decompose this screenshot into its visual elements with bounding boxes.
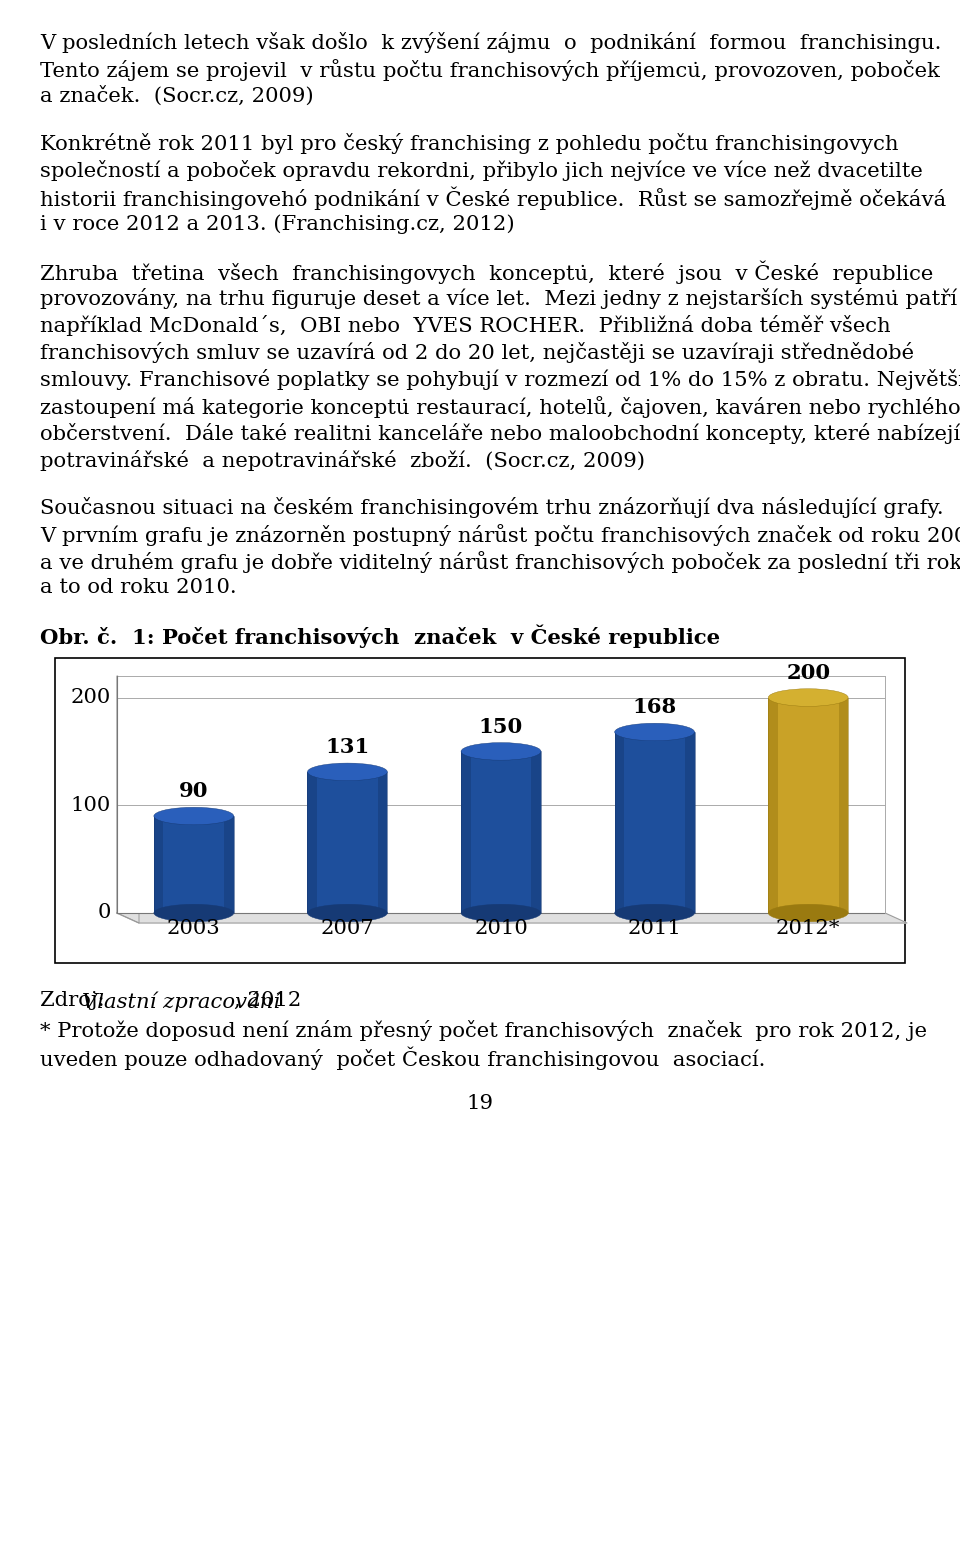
Text: * Protože doposud není znám přesný počet franchisových  značek  pro rok 2012, je: * Protože doposud není znám přesný počet… <box>40 1020 927 1040</box>
Ellipse shape <box>154 807 233 824</box>
Bar <box>768 697 778 914</box>
Text: provozovány, na trhu figuruje deset a více let.  Mezi jedny z nejstarších systém: provozovány, na trhu figuruje deset a ví… <box>40 288 957 309</box>
Text: Obr. č.  1: Počet franchisových  značek  v České republice: Obr. č. 1: Počet franchisových značek v … <box>40 625 720 649</box>
Bar <box>154 816 163 914</box>
Text: uveden pouze odhadovaný  počet Českou franchisingovou  asociací.: uveden pouze odhadovaný počet Českou fra… <box>40 1047 765 1070</box>
Bar <box>461 752 540 914</box>
Polygon shape <box>117 914 907 923</box>
Text: i v roce 2012 a 2013. (Franchising.cz, 2012): i v roce 2012 a 2013. (Franchising.cz, 2… <box>40 215 515 233</box>
Bar <box>154 816 233 914</box>
Bar <box>117 675 885 914</box>
Ellipse shape <box>614 724 694 741</box>
Text: smlouvy. Franchisové poplatky se pohybují v rozmezí od 1% do 15% z obratu. Nejvě: smlouvy. Franchisové poplatky se pohybuj… <box>40 368 960 390</box>
Text: Konkrétně rok 2011 byl pro český franchising z pohledu počtu franchisingovych: Konkrétně rok 2011 byl pro český franchi… <box>40 133 899 154</box>
Bar <box>377 773 387 914</box>
Polygon shape <box>117 675 139 923</box>
Ellipse shape <box>614 904 694 921</box>
Ellipse shape <box>307 904 387 921</box>
Text: 2007: 2007 <box>321 918 374 939</box>
Text: 2012*: 2012* <box>776 918 840 939</box>
Text: 100: 100 <box>71 796 111 815</box>
Text: občerstvení.  Dále také realitni kanceláře nebo maloobchodní koncepty, které nab: občerstvení. Dále také realitni kancelář… <box>40 423 960 443</box>
Bar <box>224 816 233 914</box>
Bar <box>838 697 848 914</box>
Text: zastoupení má kategorie konceptu̇ restaurací, hotelů, čajoven, kaváren nebo rych: zastoupení má kategorie konceptu̇ restau… <box>40 396 960 418</box>
Ellipse shape <box>461 743 540 760</box>
Text: V prvním grafu je znázorněn postupný nárůst počtu franchisových značek od roku 2: V prvním grafu je znázorněn postupný nár… <box>40 523 960 545</box>
Bar <box>307 773 317 914</box>
Text: potravinářské  a nepotravinářské  zboží.  (Socr.cz, 2009): potravinářské a nepotravinářské zboží. (… <box>40 450 645 472</box>
Text: 150: 150 <box>479 716 523 736</box>
Text: 131: 131 <box>325 736 370 757</box>
Text: společností a poboček opravdu rekordni, přibylo jich nejvíce ve více než dvaceti: společností a poboček opravdu rekordni, … <box>40 160 923 182</box>
Bar <box>531 752 540 914</box>
Bar <box>461 752 470 914</box>
Text: 2003: 2003 <box>167 918 221 939</box>
Text: Zdroj:: Zdroj: <box>40 990 111 1011</box>
Text: 2010: 2010 <box>474 918 528 939</box>
Ellipse shape <box>768 689 848 707</box>
Bar <box>684 732 694 914</box>
Ellipse shape <box>768 904 848 921</box>
Ellipse shape <box>154 904 233 921</box>
Text: Vlastní zpracování: Vlastní zpracování <box>82 990 280 1012</box>
Bar <box>55 658 905 964</box>
Ellipse shape <box>307 763 387 780</box>
Text: 19: 19 <box>467 1094 493 1113</box>
Text: V posledních letech však došlo  k zvýšení zájmu  o  podnikání  formou  franchisi: V posledních letech však došlo k zvýšení… <box>40 31 942 53</box>
Bar <box>614 732 624 914</box>
Text: 200: 200 <box>786 663 830 683</box>
Text: a to od roku 2010.: a to od roku 2010. <box>40 578 236 597</box>
Ellipse shape <box>461 904 540 921</box>
Text: a ve druhém grafu je dobře viditelný nárůst franchisových poboček za poslední tř: a ve druhém grafu je dobře viditelný nár… <box>40 552 960 574</box>
Text: franchisových smluv se uzavírá od 2 do 20 let, nejčastěji se uzavíraji střednědo: franchisových smluv se uzavírá od 2 do 2… <box>40 342 914 364</box>
Text: Současnou situaci na českém franchisingovém trhu znázorňují dva následující graf: Současnou situaci na českém franchisingo… <box>40 497 944 519</box>
Text: 0: 0 <box>98 904 111 923</box>
Text: a značek.  (Socr.cz, 2009): a značek. (Socr.cz, 2009) <box>40 86 314 107</box>
Text: , 2012: , 2012 <box>234 990 301 1011</box>
Text: historii franchisingovehó podnikání v České republice.  Růst se samozřejmě očeká: historii franchisingovehó podnikání v Če… <box>40 186 947 210</box>
Text: 168: 168 <box>633 697 677 718</box>
Text: například McDonald´s,  OBI nebo  YVES ROCHER.  Přibližná doba téměř všech: například McDonald´s, OBI nebo YVES ROCH… <box>40 315 891 335</box>
Bar <box>307 773 387 914</box>
Bar <box>768 697 848 914</box>
Text: 90: 90 <box>180 782 208 801</box>
Text: 200: 200 <box>71 688 111 707</box>
Text: Zhruba  třetina  všech  franchisingovych  konceptu̇,  které  jsou  v České  repu: Zhruba třetina všech franchisingovych ko… <box>40 262 933 285</box>
Bar <box>614 732 694 914</box>
Text: Tento zájem se projevil  v růstu počtu franchisových příjemcu̇, provozoven, pobo: Tento zájem se projevil v růstu počtu fr… <box>40 60 940 81</box>
Text: 2011: 2011 <box>628 918 682 939</box>
